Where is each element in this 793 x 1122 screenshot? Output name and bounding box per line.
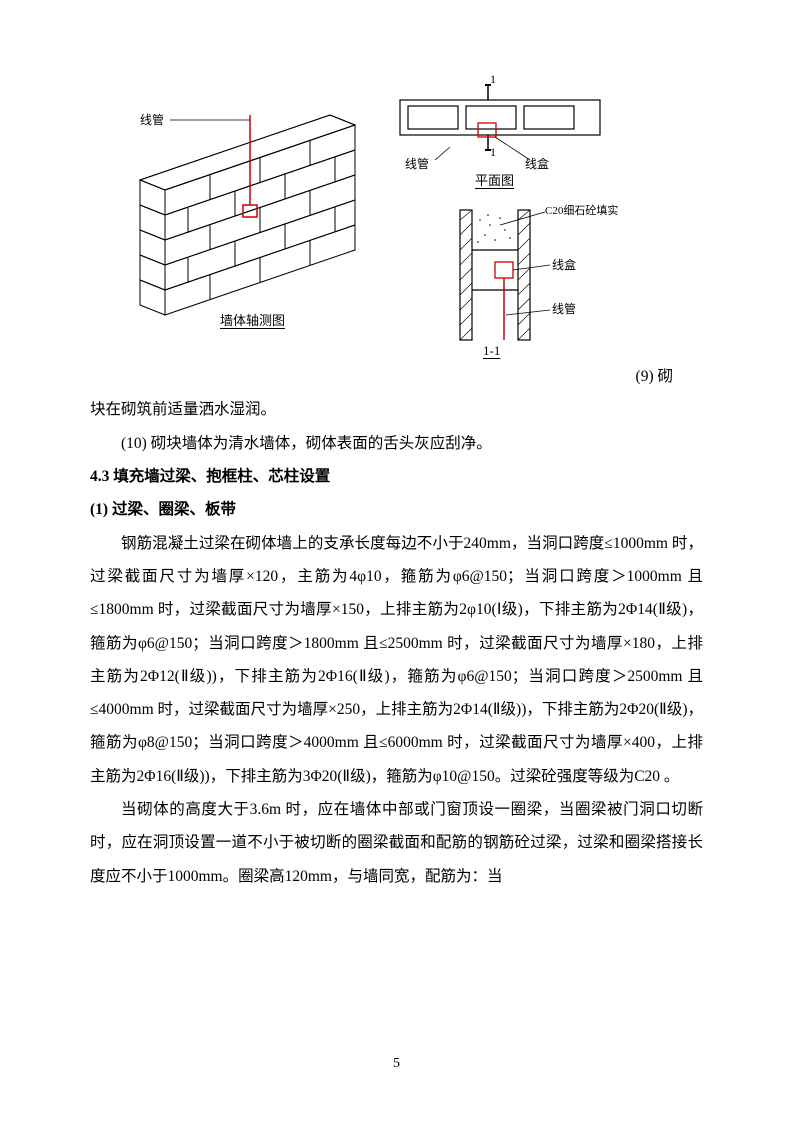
section-caption: 1-1 bbox=[483, 343, 500, 359]
item-9-continuation: 块在砌筑前适量洒水湿润。 bbox=[90, 393, 703, 426]
section-label-box: 线盒 bbox=[552, 256, 576, 273]
item-10: (10) 砌块墙体为清水墙体，砌体表面的舌头灰应刮净。 bbox=[90, 427, 703, 460]
plan-label-box: 线盒 bbox=[525, 155, 549, 172]
section-label-fill: C20细石砼填实 bbox=[545, 202, 618, 218]
section-view-diagram: C20细石砼填实 线盒 线管 1-1 bbox=[430, 200, 630, 360]
subsection-1-heading: (1) 过梁、圈梁、板带 bbox=[90, 493, 703, 526]
iso-label-pipe: 线管 bbox=[140, 111, 164, 128]
item-9-prefix: (9) 砌 bbox=[90, 360, 703, 393]
section-4-3-heading: 4.3 填充墙过梁、抱框柱、芯柱设置 bbox=[90, 460, 703, 493]
plan-label-pipe: 线管 bbox=[405, 155, 429, 172]
plan-section-top: 1 bbox=[490, 72, 496, 87]
iso-caption: 墙体轴测图 bbox=[220, 310, 285, 329]
section-label-pipe: 线管 bbox=[552, 300, 576, 317]
isometric-wall-diagram: 线管 墙体轴测图 bbox=[100, 70, 380, 360]
paragraph-1: 钢筋混凝土过梁在砌体墙上的支承长度每边不小于240mm，当洞口跨度≤1000mm… bbox=[90, 527, 703, 794]
plan-caption: 平面图 bbox=[475, 170, 514, 189]
plan-section-bot: 1 bbox=[490, 145, 496, 160]
paragraph-2: 当砌体的高度大于3.6m 时，应在墙体中部或门窗顶设一圈梁，当圈梁被门洞口切断时… bbox=[90, 793, 703, 893]
page-number: 5 bbox=[0, 1056, 793, 1072]
plan-view-diagram: 1 1 线管 线盒 平面图 bbox=[390, 75, 620, 185]
diagram-area: 线管 墙体轴测图 1 1 线管 bbox=[90, 70, 703, 360]
